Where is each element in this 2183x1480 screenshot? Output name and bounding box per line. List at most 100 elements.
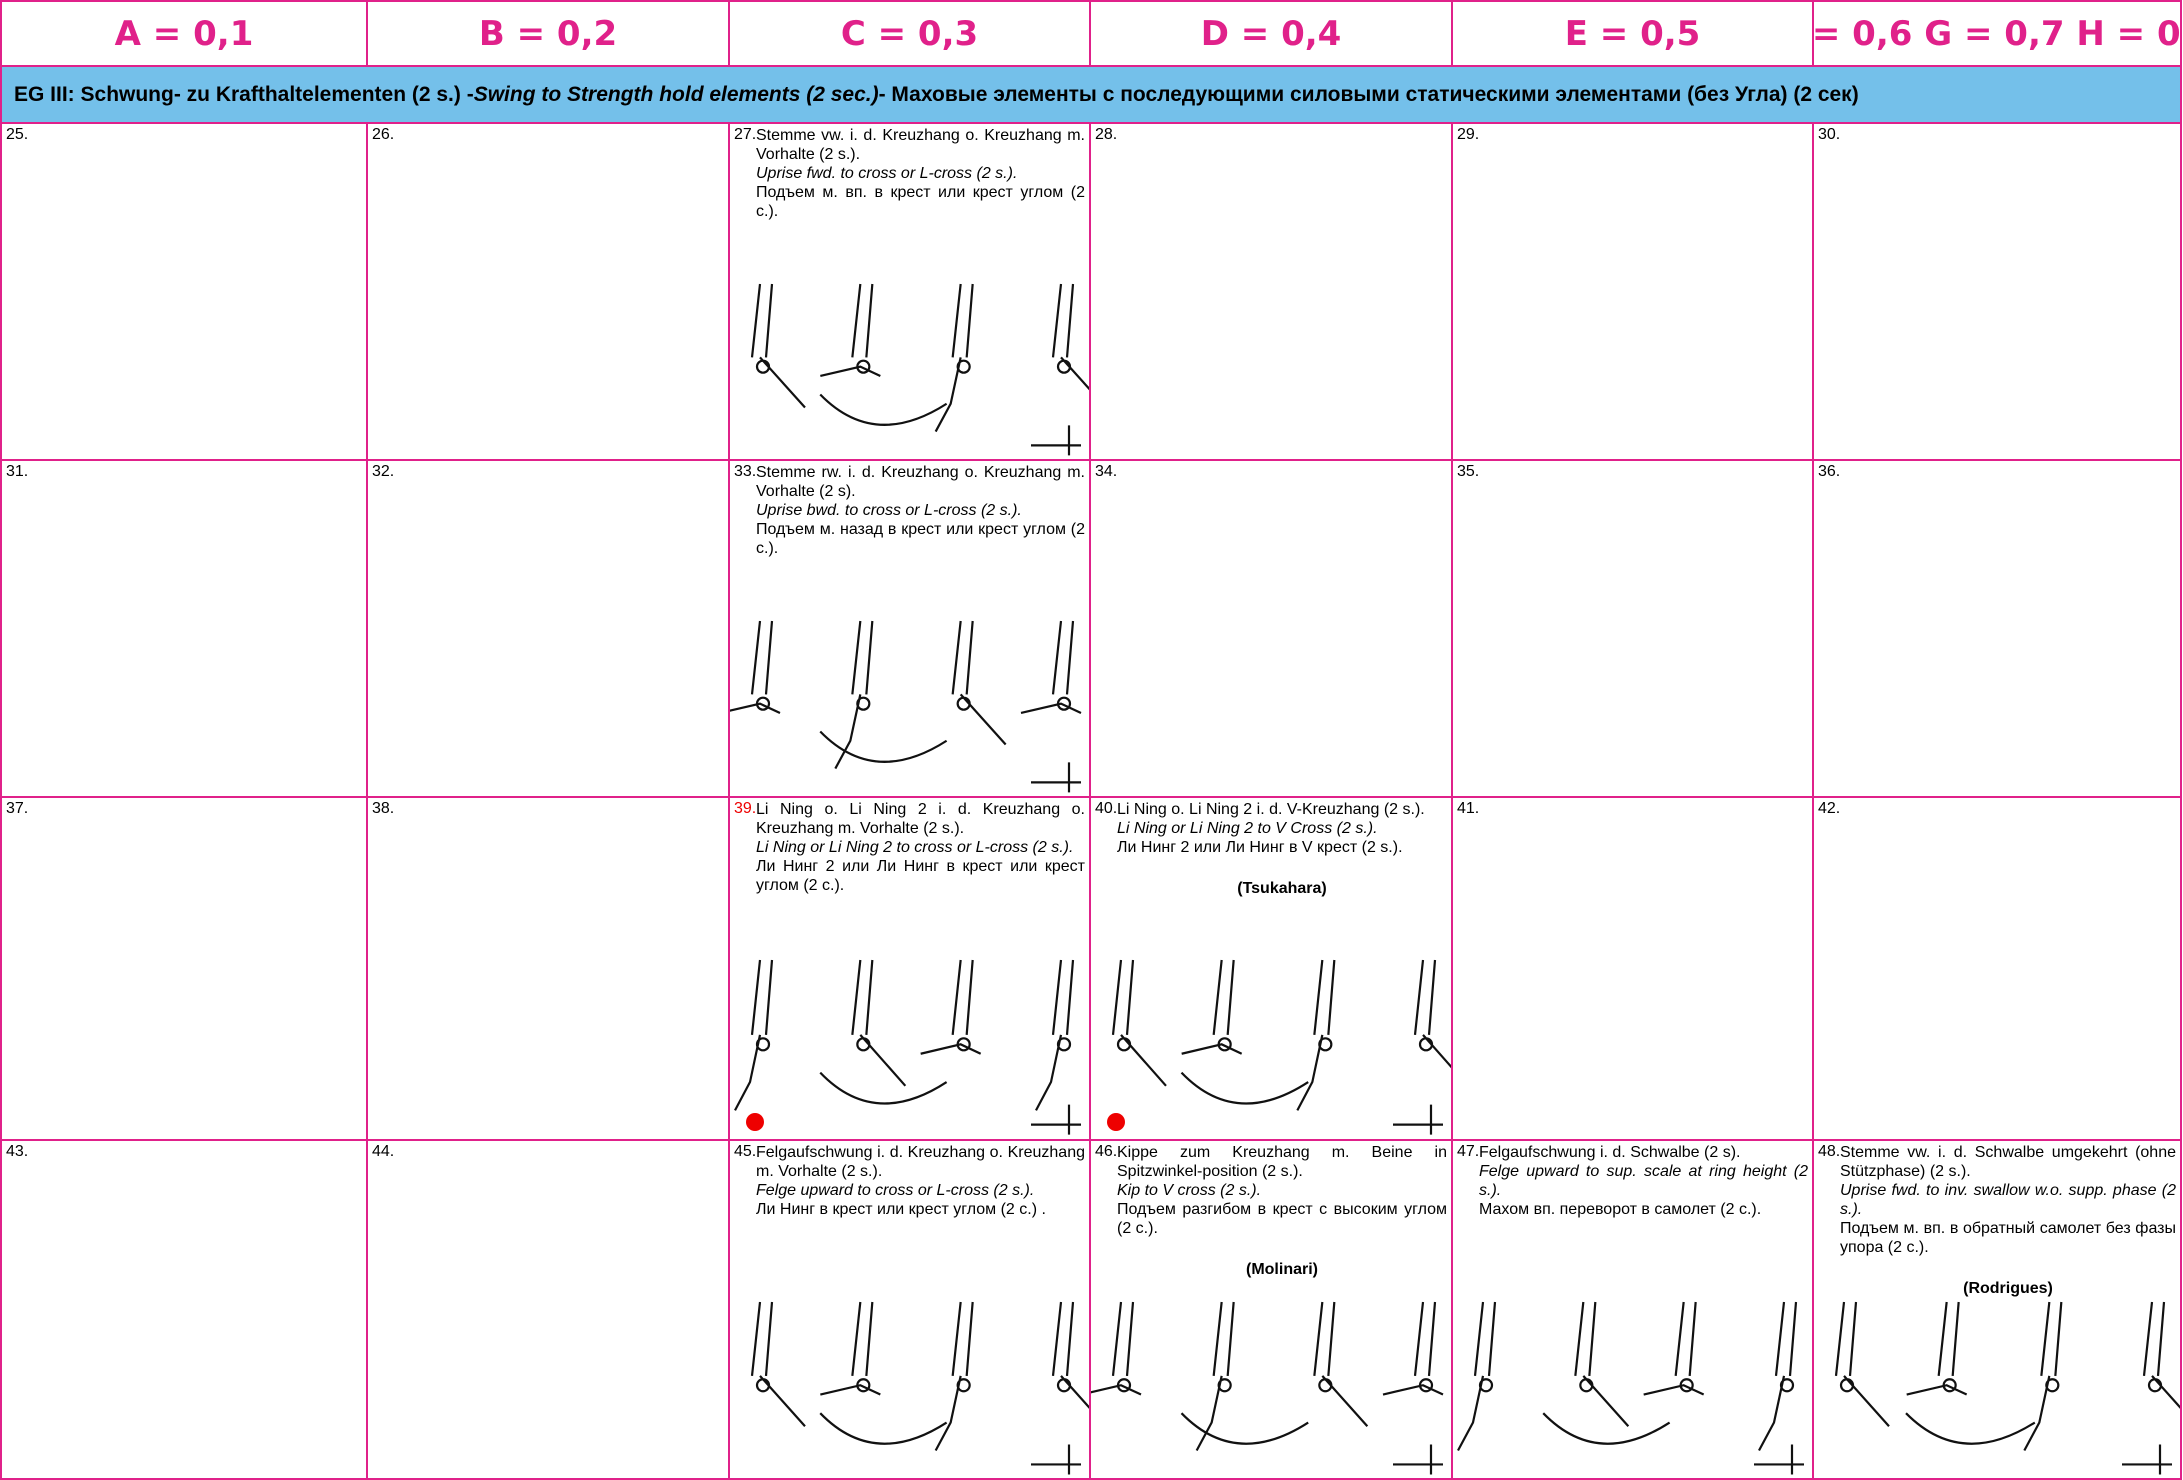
- text-en: Uprise fwd. to inv. swallow w.o. supp. p…: [1840, 1182, 2176, 1218]
- element-text: Stemme vw. i. d. Schwalbe umgekehrt (ohn…: [1840, 1143, 2176, 1298]
- element-text: Felgaufschwung i. d. Schwalbe (2 s). Felg…: [1479, 1143, 1808, 1219]
- element-cell: 44.: [366, 1139, 730, 1480]
- text-de: Kippe zum Kreuzhang m. Beine in Spitzwin…: [1117, 1144, 1447, 1180]
- element-cell: 34.: [1089, 459, 1453, 798]
- illustration: [1111, 960, 1451, 1136]
- text-en: Felge upward to cross or L-cross (2 s.).: [756, 1182, 1035, 1199]
- text-de: Stemme vw. i. d. Schwalbe umgekehrt (ohn…: [1840, 1144, 2176, 1180]
- text-de: Li Ning o. Li Ning 2 i. d. V-Kreuzhang (…: [1117, 801, 1425, 818]
- text-ru: Подъем м. вп. в обратный самолет без фаз…: [1840, 1220, 2176, 1256]
- element-number: 40.: [1095, 800, 1118, 817]
- element-text: Stemme vw. i. d. Kreuzhang o. Kreuzhang …: [756, 126, 1085, 221]
- element-cell: 46. Kippe zum Kreuzhang m. Beine in Spitz…: [1089, 1139, 1453, 1480]
- illustration: [730, 620, 1082, 793]
- group-title-ru: - Маховые элементы с последующими силовы…: [878, 82, 1859, 106]
- illustration: [750, 283, 1089, 456]
- value-dot: [1107, 1113, 1125, 1131]
- element-cell: 26.: [366, 122, 730, 461]
- figure-lines: [730, 620, 1082, 793]
- element-number: 48.: [1818, 1143, 1841, 1160]
- text-de: Felgaufschwung i. d. Schwalbe (2 s).: [1479, 1144, 1741, 1161]
- element-text: Li Ning o. Li Ning 2 i. d. V-Kreuzhang (…: [1117, 800, 1447, 898]
- element-name: (Molinari): [1246, 1261, 1318, 1278]
- element-number: 31.: [6, 463, 29, 480]
- element-number: 25.: [6, 126, 29, 143]
- element-number: 29.: [1457, 126, 1480, 143]
- element-cell: 27. Stemme vw. i. d. Kreuzhang o. Kreuzha…: [728, 122, 1091, 461]
- text-ru: Подъем разгибом в крест с высоким углом …: [1117, 1201, 1447, 1237]
- element-number: 44.: [372, 1143, 395, 1160]
- text-de: Felgaufschwung i. d. Kreuzhang o. Kreuzh…: [756, 1144, 1085, 1180]
- element-name: (Rodrigues): [1963, 1280, 2053, 1297]
- element-number: 36.: [1818, 463, 1841, 480]
- column-header: D = 0,4: [1089, 0, 1453, 67]
- column-header: C = 0,3: [728, 0, 1091, 67]
- column-header: A = 0,1: [0, 0, 368, 67]
- element-text: Stemme rw. i. d. Kreuzhang o. Kreuzhang …: [756, 463, 1085, 558]
- text-ru: Ли Нинг в крест или крест углом (2 с.) .: [756, 1201, 1046, 1218]
- element-number: 45.: [734, 1143, 757, 1160]
- element-cell: 38.: [366, 796, 730, 1141]
- element-cell: 30.: [1812, 122, 2182, 461]
- text-de: Li Ning o. Li Ning 2 i. d. Kreuzhang o. …: [756, 801, 1085, 837]
- element-cell: 42.: [1812, 796, 2182, 1141]
- group-title: EG III: Schwung- zu Krafthaltelementen (…: [14, 82, 474, 106]
- figure-lines: [750, 283, 1089, 456]
- text-ru: Подъем м. вп. в крест или крест углом (2…: [756, 184, 1085, 220]
- element-cell: 28.: [1089, 122, 1453, 461]
- element-number: 26.: [372, 126, 395, 143]
- element-cell: 31.: [0, 459, 368, 798]
- figure-lines: [1111, 960, 1451, 1136]
- element-number: 28.: [1095, 126, 1118, 143]
- element-text: Felgaufschwung i. d. Kreuzhang o. Kreuzh…: [756, 1143, 1085, 1219]
- element-number: 46.: [1095, 1143, 1118, 1160]
- element-cell: 36.: [1812, 459, 2182, 798]
- element-name: (Tsukahara): [1237, 880, 1327, 897]
- element-cell: 37.: [0, 796, 368, 1141]
- element-number: 43.: [6, 1143, 29, 1160]
- text-en: Felge upward to sup. scale at ring heigh…: [1479, 1163, 1808, 1199]
- figure-lines: [750, 1301, 1089, 1475]
- element-cell: 32.: [366, 459, 730, 798]
- element-number: 32.: [372, 463, 395, 480]
- element-number: 30.: [1818, 126, 1841, 143]
- element-cell: 35.: [1451, 459, 1814, 798]
- illustration: [750, 1301, 1089, 1475]
- element-cell: 41.: [1451, 796, 1814, 1141]
- column-header: E = 0,5: [1451, 0, 1814, 67]
- element-number: 33.: [734, 463, 757, 480]
- element-number: 47.: [1457, 1143, 1480, 1160]
- group-title-en: Swing to Strength hold elements (2 sec.): [473, 82, 879, 106]
- text-ru: Ли Нинг 2 или Ли Нинг в крест или крест …: [756, 858, 1085, 894]
- figure-lines: [1457, 1301, 1804, 1475]
- illustration: [734, 960, 1081, 1136]
- text-de: Stemme vw. i. d. Kreuzhang o. Kreuzhang …: [756, 127, 1085, 163]
- figure-lines: [1091, 1301, 1444, 1475]
- text-ru: Подъем м. назад в крест или крест углом …: [756, 521, 1085, 557]
- element-text: Kippe zum Kreuzhang m. Beine in Spitzwin…: [1117, 1143, 1447, 1279]
- element-text: Li Ning o. Li Ning 2 i. d. Kreuzhang o. …: [756, 800, 1085, 895]
- element-cell: 29.: [1451, 122, 1814, 461]
- element-cell: 47. Felgaufschwung i. d. Schwalbe (2 s). F…: [1451, 1139, 1814, 1480]
- element-cell: 48. Stemme vw. i. d. Schwalbe umgekehrt (…: [1812, 1139, 2182, 1480]
- text-de: Stemme rw. i. d. Kreuzhang o. Kreuzhang …: [756, 464, 1085, 500]
- text-en: Uprise bwd. to cross or L-cross (2 s.).: [756, 502, 1022, 519]
- element-number: 38.: [372, 800, 395, 817]
- text-en: Li Ning or Li Ning 2 to V Cross (2 s.).: [1117, 820, 1378, 837]
- figure-lines: [1834, 1301, 2180, 1475]
- illustration: [1091, 1301, 1444, 1475]
- element-number: 42.: [1818, 800, 1841, 817]
- element-number: 35.: [1457, 463, 1480, 480]
- element-cell: 33. Stemme rw. i. d. Kreuzhang o. Kreuzha…: [728, 459, 1091, 798]
- element-number: 34.: [1095, 463, 1118, 480]
- text-en: Kip to V cross (2 s.).: [1117, 1182, 1262, 1199]
- column-header: F = 0,6 G = 0,7 H = 0,8: [1812, 0, 2182, 67]
- figure-lines: [734, 960, 1081, 1136]
- element-cell: 43.: [0, 1139, 368, 1480]
- element-number: 39.: [734, 800, 757, 817]
- text-en: Li Ning or Li Ning 2 to cross or L-cross…: [756, 839, 1074, 856]
- element-number: 37.: [6, 800, 29, 817]
- element-cell: 39. Li Ning o. Li Ning 2 i. d. Kreuzhang …: [728, 796, 1091, 1141]
- element-cell: 45. Felgaufschwung i. d. Kreuzhang o. Kre…: [728, 1139, 1091, 1480]
